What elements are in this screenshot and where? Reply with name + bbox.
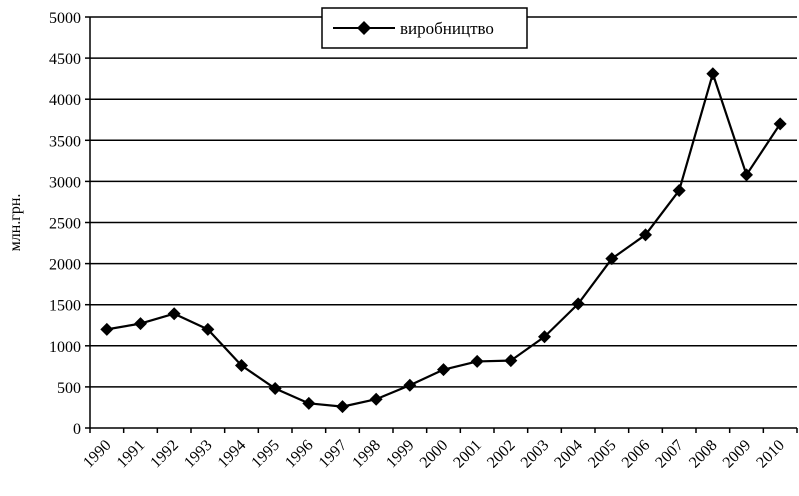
x-tick-label: 1997 (316, 437, 351, 472)
x-tick-label: 1999 (383, 437, 418, 472)
legend-diamond-marker (357, 21, 371, 35)
data-point-2005 (605, 252, 619, 266)
y-tick-label: 2500 (49, 216, 81, 233)
data-point-1992 (167, 307, 181, 321)
data-point-1996 (302, 396, 316, 410)
x-tick-label: 2008 (686, 437, 721, 472)
y-tick-label: 4000 (49, 92, 81, 109)
legend-label: виробництво (400, 19, 494, 38)
data-point-2007 (672, 183, 686, 197)
data-point-2003 (538, 330, 551, 344)
data-point-1998 (369, 392, 383, 406)
x-tick-label: 2005 (585, 437, 620, 472)
y-axis-ticks: 0 500 1000 1500 2000 2500 3000 3500 4000 4500 5000 (49, 10, 90, 438)
data-point-2009 (740, 168, 753, 182)
series-group (100, 67, 787, 414)
y-tick-label: 3500 (49, 133, 81, 150)
x-tick-label: 2002 (484, 437, 519, 472)
x-tick-label: 2009 (720, 437, 755, 472)
x-tick-label: 1998 (349, 437, 384, 472)
data-point-2006 (639, 228, 652, 242)
data-point-2000 (437, 363, 450, 377)
y-tick-label: 0 (73, 421, 81, 438)
x-tick-label: 1992 (147, 437, 182, 472)
y-tick-label: 4500 (49, 51, 81, 68)
data-point-1991 (134, 317, 147, 331)
legend: виробництво (321, 7, 528, 49)
y-axis-title: млн.грн. (7, 194, 24, 252)
data-point-1995 (268, 382, 282, 396)
series-line (106, 72, 782, 408)
x-tick-label: 2006 (619, 437, 654, 472)
x-tick-label: 2001 (450, 437, 485, 472)
x-tick-label: 1996 (282, 437, 317, 472)
y-tick-label: 1500 (49, 298, 81, 315)
data-point-2004 (571, 297, 585, 311)
x-tick-label: 2000 (417, 437, 452, 472)
data-point-1993 (201, 322, 215, 336)
x-axis-ticks: 1990 1991 1992 1993 1994 1995 1996 1997 1998 1999… (80, 428, 798, 472)
y-tick-label: 3000 (49, 174, 81, 191)
y-tick-label: 500 (57, 380, 81, 397)
x-tick-label: 2003 (518, 437, 553, 472)
x-tick-label: 2010 (753, 437, 788, 472)
data-point-1997 (336, 400, 349, 414)
data-point-2002 (504, 354, 518, 368)
data-point-2010 (773, 117, 787, 131)
data-point-1994 (235, 359, 248, 373)
y-tick-label: 5000 (49, 10, 81, 27)
x-tick-label: 2007 (652, 437, 687, 472)
data-point-1999 (403, 378, 417, 392)
x-tick-label: 1994 (215, 437, 250, 472)
data-point-1990 (100, 322, 114, 336)
x-tick-label: 1993 (181, 437, 216, 472)
x-tick-label: 1995 (248, 437, 283, 472)
y-tick-label: 2000 (49, 257, 81, 274)
data-point-2001 (470, 354, 484, 368)
x-tick-label: 1990 (80, 437, 115, 472)
data-point-2008 (706, 67, 720, 81)
gridlines (90, 16, 797, 388)
x-tick-label: 2004 (551, 437, 586, 472)
x-tick-label: 1991 (114, 437, 149, 472)
y-tick-label: 1000 (49, 339, 81, 356)
